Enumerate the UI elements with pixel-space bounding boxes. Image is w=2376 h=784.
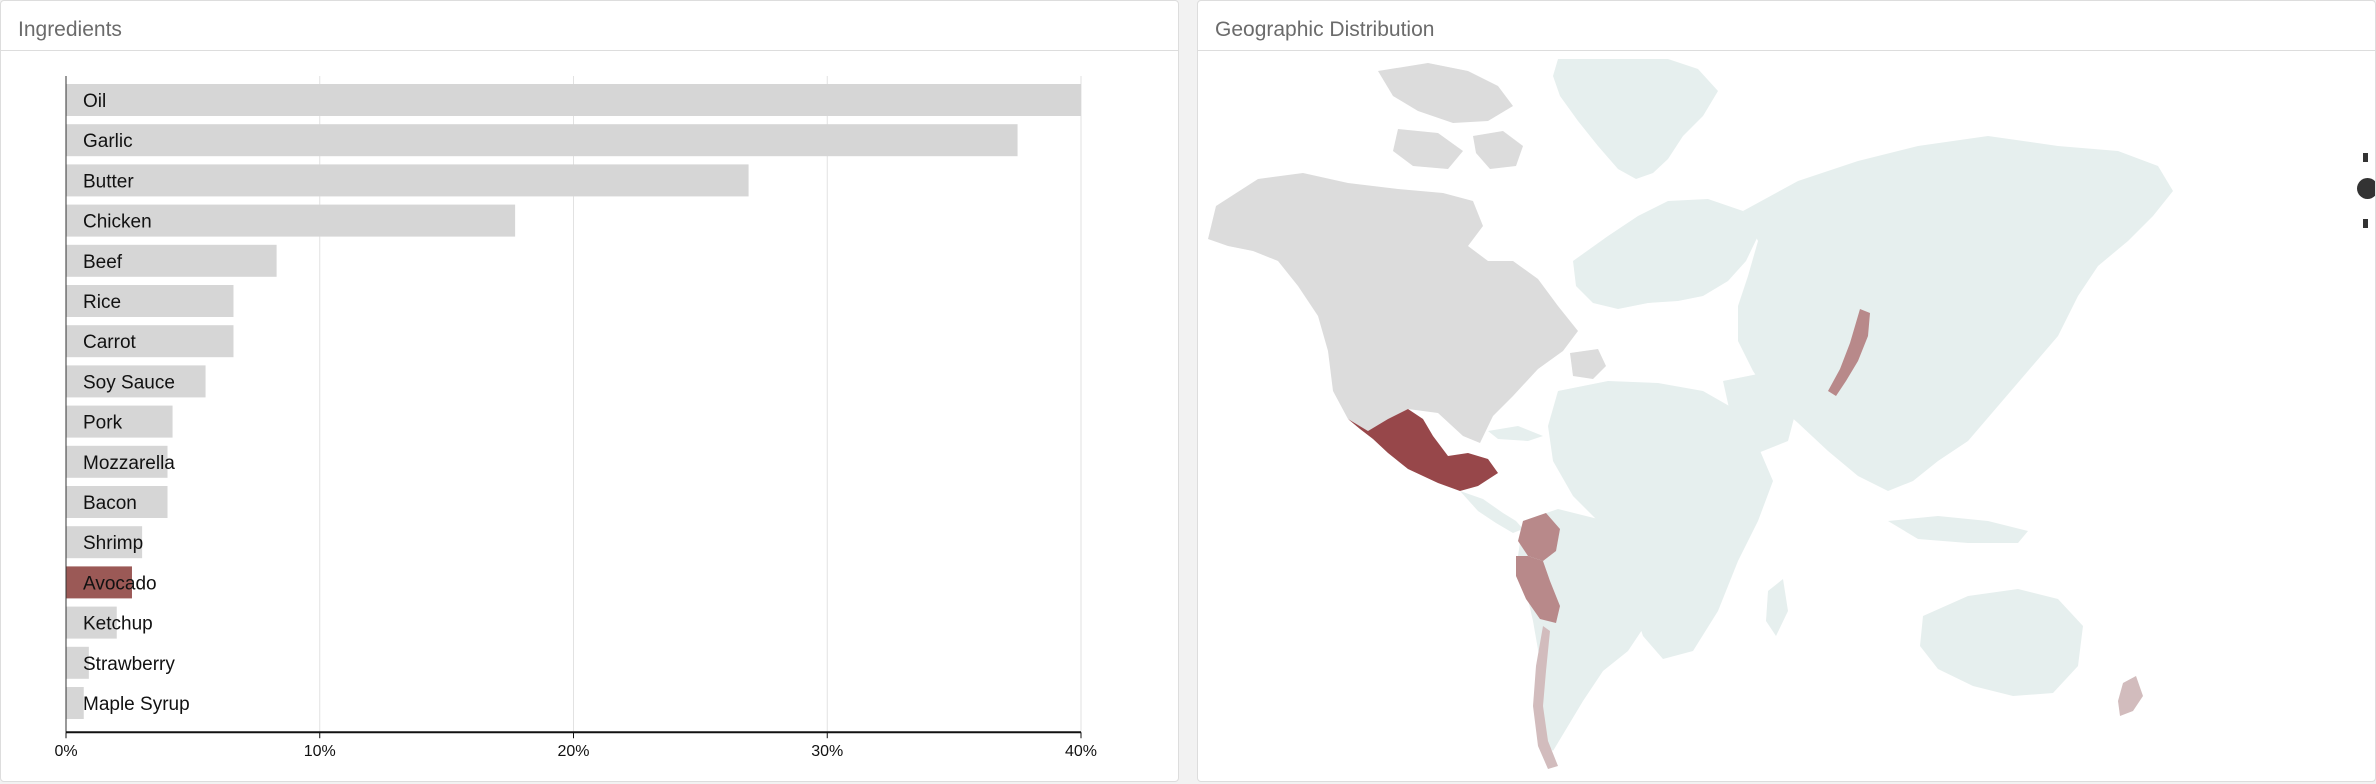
x-tick-label: 0%	[54, 743, 77, 760]
zoom-dot-icon[interactable]	[2357, 178, 2375, 199]
bar[interactable]	[66, 445, 168, 478]
zoom-handle-top[interactable]	[2363, 153, 2368, 162]
bar-label: Chicken	[83, 212, 152, 233]
north-america[interactable]	[1208, 173, 1578, 443]
country-chile[interactable]	[1533, 626, 1558, 769]
bar-label: Soy Sauce	[83, 372, 175, 393]
bar-label: Ketchup	[83, 614, 153, 635]
bar[interactable]	[66, 204, 516, 237]
arctic-islands[interactable]	[1378, 63, 1513, 123]
bar[interactable]	[66, 164, 749, 197]
asia[interactable]	[1738, 136, 2173, 491]
indonesia[interactable]	[1888, 516, 2028, 543]
panel-title: Ingredients	[1, 1, 1178, 51]
x-tick-label: 20%	[557, 743, 589, 760]
bar[interactable]	[66, 285, 234, 317]
geographic-distribution-panel: Geographic Distribution	[1197, 0, 2376, 782]
panel-title: Geographic Distribution	[1198, 1, 2375, 51]
country-japan[interactable]	[1828, 309, 1870, 396]
bar-label: Avocado	[83, 573, 157, 594]
land-regions	[1208, 59, 2173, 769]
world-map[interactable]	[1198, 51, 2375, 781]
country-colombia[interactable]	[1518, 513, 1560, 561]
country-new-zealand[interactable]	[2118, 676, 2143, 716]
madagascar[interactable]	[1766, 579, 1788, 636]
bar[interactable]	[66, 566, 132, 599]
x-tick-label: 10%	[304, 743, 336, 760]
bar[interactable]	[66, 244, 277, 277]
bar[interactable]	[66, 405, 173, 438]
bar[interactable]	[66, 687, 84, 719]
australia[interactable]	[1920, 589, 2083, 696]
bar-label: Strawberry	[83, 654, 175, 675]
bar-label: Shrimp	[83, 533, 143, 554]
bar-label: Pork	[83, 413, 123, 434]
bar[interactable]	[66, 526, 143, 559]
africa[interactable]	[1548, 381, 1773, 659]
country-mexico[interactable]	[1348, 409, 1498, 491]
bar[interactable]	[66, 325, 234, 358]
bar[interactable]	[66, 486, 168, 518]
bar-label: Oil	[83, 91, 106, 112]
bar[interactable]	[66, 124, 1018, 157]
bar-label: Rice	[83, 292, 121, 313]
bar-label: Garlic	[83, 131, 133, 152]
cuba[interactable]	[1488, 426, 1543, 441]
greenland[interactable]	[1553, 59, 1718, 179]
ingredients-panel: Ingredients Oil Garlic Butter Chicken Beef Ri…	[0, 0, 1179, 782]
zoom-handle-bottom[interactable]	[2363, 219, 2368, 228]
central-america[interactable]	[1460, 491, 1523, 533]
bar[interactable]	[66, 84, 1081, 116]
ingredients-bar-chart: Oil Garlic Butter Chicken Beef Rice Carrot Soy …	[54, 76, 1097, 760]
arctic-islands[interactable]	[1393, 129, 1463, 169]
bar-label: Maple Syrup	[83, 694, 190, 715]
bar-label: Butter	[83, 171, 134, 192]
bar-label: Beef	[83, 252, 123, 273]
arctic-islands[interactable]	[1473, 131, 1523, 169]
bar[interactable]	[66, 646, 89, 679]
arabian-peninsula[interactable]	[1723, 373, 1798, 453]
country-peru[interactable]	[1516, 556, 1560, 623]
bar-label: Bacon	[83, 493, 137, 514]
bar-label: Carrot	[83, 332, 137, 353]
bar[interactable]	[66, 365, 206, 398]
europe[interactable]	[1573, 199, 1758, 309]
country-spain[interactable]	[1570, 349, 1606, 379]
x-tick-label: 30%	[811, 743, 843, 760]
bar[interactable]	[66, 606, 117, 639]
x-tick-label: 40%	[1065, 743, 1097, 760]
bar-label: Mozzarella	[83, 453, 175, 474]
